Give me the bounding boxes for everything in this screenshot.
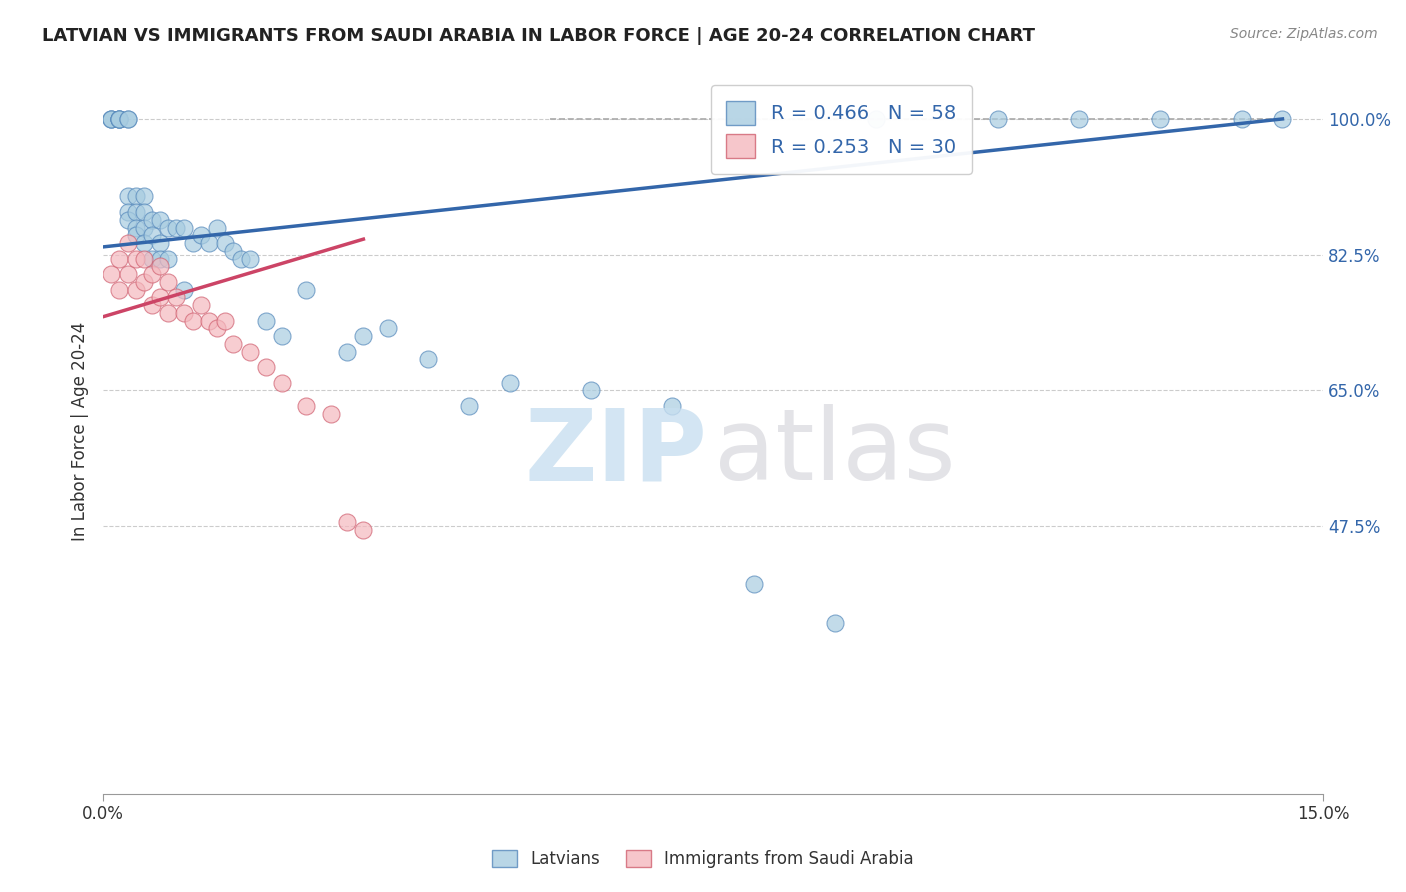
Point [141,228,163,243]
Point [661,399,683,413]
Point [742,577,765,591]
Point [141,298,163,312]
Point [238,252,260,266]
Point [165,290,187,304]
Point [117,112,139,126]
Point [205,321,228,335]
Point [173,220,195,235]
Point [214,235,236,250]
Point [157,306,180,320]
Point [141,267,163,281]
Point [132,205,155,219]
Point [190,228,212,243]
Point [124,205,146,219]
Point [108,112,131,126]
Point [295,399,318,413]
Point [108,112,131,126]
Point [295,283,318,297]
Point [149,290,172,304]
Point [141,212,163,227]
Point [149,212,172,227]
Point [117,112,139,126]
Point [149,252,172,266]
Point [181,313,204,327]
Y-axis label: In Labor Force | Age 20-24: In Labor Force | Age 20-24 [72,321,89,541]
Point [222,244,245,258]
Point [117,235,139,250]
Point [100,112,122,126]
Text: LATVIAN VS IMMIGRANTS FROM SAUDI ARABIA IN LABOR FORCE | AGE 20-24 CORRELATION C: LATVIAN VS IMMIGRANTS FROM SAUDI ARABIA … [42,27,1035,45]
Point [271,329,294,343]
Point [117,189,139,203]
Point [141,252,163,266]
Point [1271,112,1294,126]
Point [149,235,172,250]
Point [222,336,245,351]
Point [124,252,146,266]
Point [205,220,228,235]
Text: Source: ZipAtlas.com: Source: ZipAtlas.com [1230,27,1378,41]
Point [181,235,204,250]
Point [108,252,131,266]
Point [418,352,440,367]
Point [100,267,122,281]
Point [157,275,180,289]
Point [132,220,155,235]
Point [987,112,1010,126]
Point [198,235,221,250]
Point [108,283,131,297]
Point [352,523,374,537]
Point [198,313,221,327]
Point [458,399,481,413]
Point [238,344,260,359]
Point [336,344,359,359]
Point [254,360,277,375]
Text: ZIP: ZIP [524,404,707,501]
Point [231,252,253,266]
Point [108,112,131,126]
Point [173,306,195,320]
Point [117,212,139,227]
Point [100,112,122,126]
Point [1230,112,1253,126]
Point [579,384,602,398]
Point [352,329,374,343]
Point [132,275,155,289]
Point [190,298,212,312]
Point [157,220,180,235]
Point [132,189,155,203]
Point [336,515,359,529]
Point [173,283,195,297]
Point [319,407,342,421]
Point [132,235,155,250]
Point [157,252,180,266]
Point [132,252,155,266]
Point [377,321,399,335]
Legend: Latvians, Immigrants from Saudi Arabia: Latvians, Immigrants from Saudi Arabia [486,843,920,875]
Point [214,313,236,327]
Text: atlas: atlas [714,404,956,501]
Point [117,205,139,219]
Point [124,228,146,243]
Point [271,376,294,390]
Point [124,283,146,297]
Point [100,112,122,126]
Point [499,376,522,390]
Point [1149,112,1171,126]
Point [117,267,139,281]
Legend: R = 0.466   N = 58, R = 0.253   N = 30: R = 0.466 N = 58, R = 0.253 N = 30 [710,86,972,174]
Point [149,260,172,274]
Point [824,615,846,630]
Point [254,313,277,327]
Point [865,112,887,126]
Point [124,220,146,235]
Point [108,112,131,126]
Point [165,220,187,235]
Point [124,189,146,203]
Point [1069,112,1091,126]
